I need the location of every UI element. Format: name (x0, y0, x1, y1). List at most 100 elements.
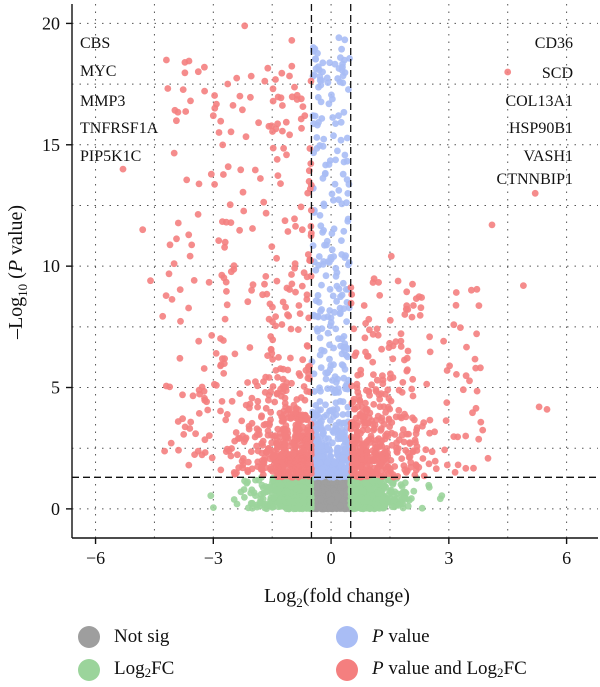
data-point (472, 364, 480, 372)
data-point (411, 436, 419, 444)
data-point (360, 302, 368, 309)
data-point (204, 406, 212, 414)
data-point (311, 112, 319, 120)
data-point (337, 293, 344, 301)
data-point (388, 503, 396, 511)
data-point (280, 144, 287, 152)
data-point (317, 495, 325, 503)
data-point (332, 156, 339, 164)
data-point (304, 342, 311, 350)
data-point (339, 63, 346, 71)
data-point (410, 487, 418, 495)
data-point (220, 274, 228, 282)
data-point (287, 482, 294, 490)
data-point (173, 235, 180, 243)
data-point (296, 412, 304, 420)
data-point (270, 493, 278, 501)
data-point (354, 371, 362, 379)
data-point (314, 292, 322, 299)
data-point (293, 396, 301, 403)
data-point (231, 437, 239, 445)
data-point (245, 425, 253, 433)
data-point (289, 498, 296, 506)
data-point (341, 469, 348, 477)
data-point (217, 466, 225, 474)
data-point (397, 337, 405, 345)
data-point (270, 453, 277, 460)
data-point (313, 412, 320, 419)
data-point (277, 180, 284, 188)
data-point (353, 432, 361, 440)
data-point (288, 37, 296, 44)
data-point (312, 266, 320, 274)
data-point (484, 454, 492, 462)
data-point (370, 371, 377, 378)
data-point (384, 449, 391, 457)
data-point (339, 482, 347, 490)
data-point (298, 282, 306, 290)
data-point (375, 279, 382, 286)
data-point (332, 422, 339, 429)
data-point (389, 355, 397, 363)
data-point (249, 281, 257, 289)
data-point (344, 353, 351, 361)
data-point (316, 351, 324, 359)
data-point (408, 313, 416, 321)
data-point (241, 494, 248, 501)
data-point (462, 432, 470, 440)
gene-label-right: COL13A1 (505, 93, 573, 110)
data-point (373, 325, 381, 333)
data-point (395, 501, 403, 509)
threshold-lines (72, 4, 598, 538)
data-point (470, 464, 477, 472)
data-point (228, 397, 236, 405)
legend-item-log2fc: Log2FC (78, 658, 174, 681)
data-point (304, 189, 312, 197)
data-point (291, 434, 299, 442)
data-point (265, 122, 273, 130)
data-point (330, 196, 337, 204)
data-point (428, 448, 436, 456)
data-point (379, 495, 387, 503)
data-point (220, 171, 227, 178)
data-point (284, 488, 291, 496)
data-point (262, 209, 270, 217)
data-point (341, 36, 349, 44)
data-point (296, 310, 304, 317)
data-point (378, 450, 386, 458)
data-point (338, 237, 345, 245)
data-point (201, 436, 209, 444)
data-point (239, 464, 247, 472)
data-point (211, 380, 218, 388)
data-point (327, 319, 335, 326)
data-point (443, 399, 451, 406)
data-point (352, 486, 360, 494)
data-point (413, 462, 420, 470)
data-point (201, 394, 208, 402)
data-point (257, 175, 264, 182)
data-point (370, 401, 378, 408)
data-point (241, 477, 248, 485)
data-point (354, 439, 362, 447)
data-point (369, 358, 377, 366)
data-point (473, 285, 481, 293)
data-point (351, 352, 359, 360)
data-point (147, 277, 154, 285)
data-point (215, 129, 223, 136)
data-point (211, 104, 219, 112)
data-point (271, 398, 279, 406)
data-point (332, 325, 340, 333)
data-point (299, 103, 307, 110)
data-point (450, 321, 458, 329)
data-point (368, 381, 375, 389)
data-point (426, 333, 433, 341)
data-point (347, 284, 355, 291)
data-point (378, 345, 385, 353)
data-point (384, 463, 392, 471)
data-point (246, 404, 253, 412)
data-point (385, 416, 393, 424)
data-point (375, 391, 383, 399)
data-point (307, 229, 315, 237)
data-point (320, 227, 327, 234)
data-point (359, 413, 367, 421)
